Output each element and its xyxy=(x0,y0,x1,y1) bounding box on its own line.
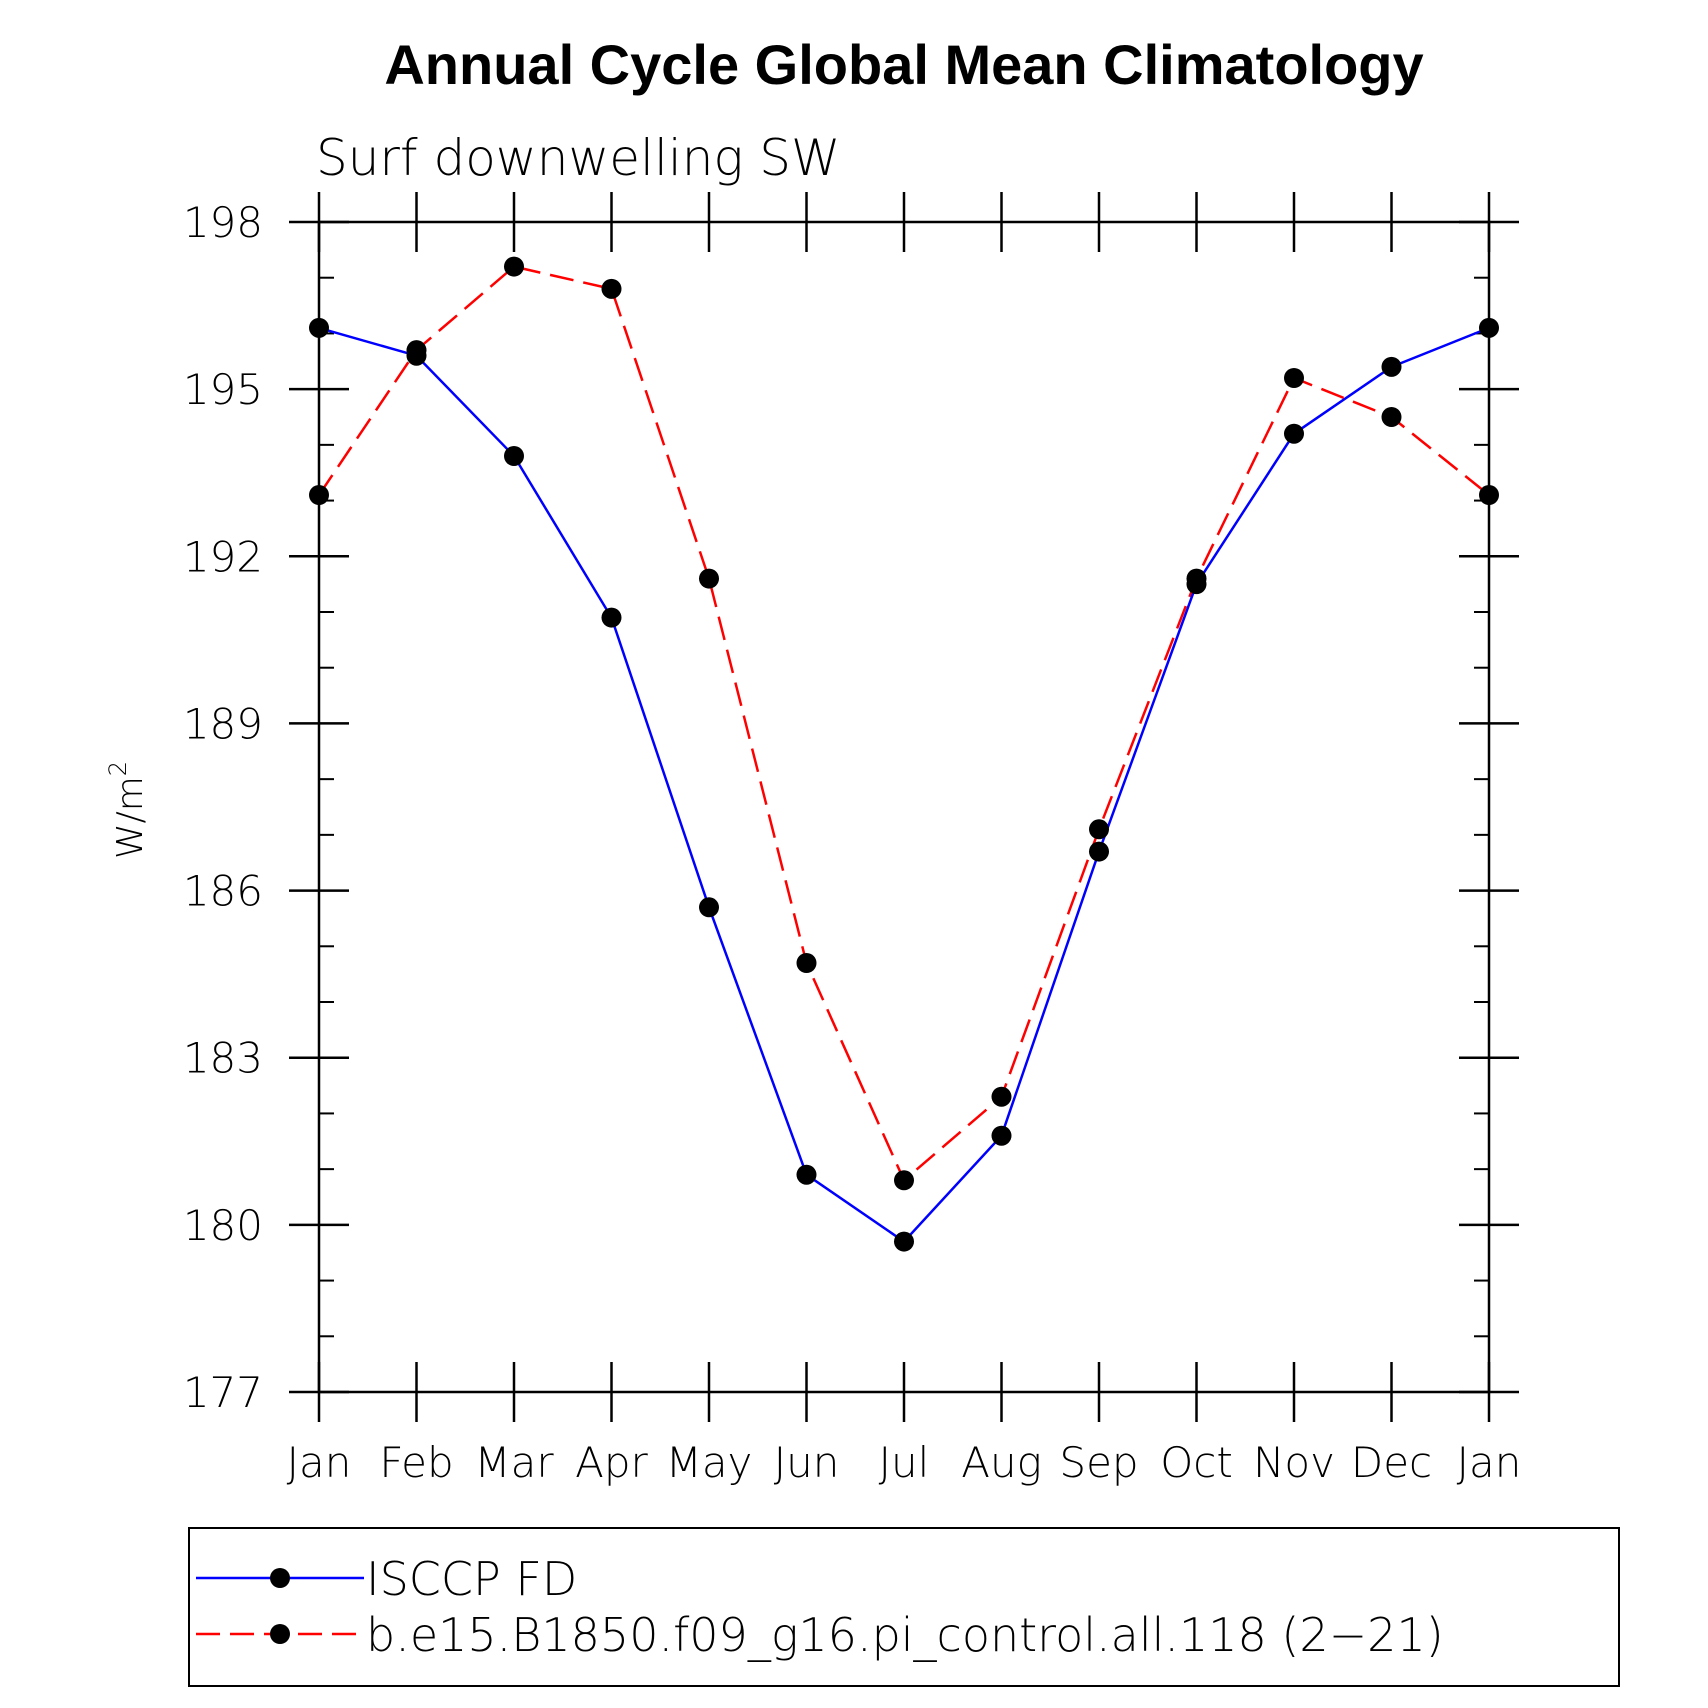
y-tick-label: 183 xyxy=(183,1034,263,1083)
x-tick-label: Jan xyxy=(287,1438,352,1487)
data-point xyxy=(1186,568,1207,589)
data-point xyxy=(796,953,817,973)
y-tick-label: 186 xyxy=(183,867,263,916)
legend: ISCCP FDb.e15.B1850.f09_g16.pi_control.a… xyxy=(196,1552,1444,1662)
x-tick-label: Oct xyxy=(1160,1438,1233,1487)
x-tick-label: Jan xyxy=(1457,1438,1522,1487)
y-tick-label: 198 xyxy=(183,198,263,247)
chart-subtitle: Surf downwelling SW xyxy=(316,129,841,187)
legend-marker xyxy=(270,1568,290,1588)
x-tick-label: Sep xyxy=(1059,1438,1138,1487)
x-tick-label: Dec xyxy=(1351,1438,1432,1487)
x-tick-label: Aug xyxy=(961,1438,1042,1487)
x-tick-label: Mar xyxy=(474,1438,554,1487)
legend-label: b.e15.B1850.f09_g16.pi_control.all.118 (… xyxy=(366,1608,1444,1662)
series-layer xyxy=(309,256,1499,1252)
x-tick-label: Nov xyxy=(1253,1438,1335,1487)
svg-text:W/m2: W/m2 xyxy=(104,761,151,859)
legend-marker xyxy=(270,1624,290,1644)
plot-frame xyxy=(317,220,1491,1394)
y-tick-label: 192 xyxy=(183,532,263,581)
data-point xyxy=(991,1125,1012,1146)
data-point xyxy=(1089,841,1109,862)
legend-box xyxy=(188,1527,1620,1687)
series-line xyxy=(318,326,1490,1244)
axis-ticks xyxy=(289,192,1519,1422)
data-point xyxy=(1479,317,1499,338)
data-point xyxy=(699,568,719,589)
data-point xyxy=(894,1170,914,1191)
y-tick-labels: 177 180 183 186 189 192 195 198 xyxy=(183,198,263,1417)
y-axis-label: W/m2 xyxy=(104,761,151,859)
data-point xyxy=(1284,423,1304,444)
x-tick-label: Jun xyxy=(774,1438,840,1487)
legend-label: ISCCP FD xyxy=(366,1552,577,1606)
chart-title: Annual Cycle Global Mean Climatology xyxy=(384,33,1423,96)
x-tick-label: May xyxy=(666,1438,753,1487)
data-point xyxy=(309,485,329,505)
data-point xyxy=(601,278,622,299)
data-point xyxy=(406,340,427,361)
data-point xyxy=(1089,819,1109,840)
y-axis-label-text: W/m xyxy=(110,776,151,859)
data-point xyxy=(601,607,622,628)
data-point xyxy=(1284,368,1304,388)
x-tick-label: Jul xyxy=(879,1438,930,1487)
data-point xyxy=(894,1231,914,1252)
data-point xyxy=(1479,485,1499,505)
y-tick-label: 189 xyxy=(183,699,263,748)
x-tick-label: Apr xyxy=(575,1438,648,1487)
data-point xyxy=(504,256,524,277)
data-point xyxy=(1381,407,1402,427)
y-tick-label: 180 xyxy=(183,1201,263,1250)
y-tick-label: 177 xyxy=(183,1368,263,1417)
data-point xyxy=(991,1086,1012,1107)
data-point xyxy=(699,897,719,918)
data-point xyxy=(309,317,329,338)
y-tick-label: 195 xyxy=(183,365,263,414)
data-point xyxy=(796,1164,817,1185)
data-point xyxy=(1381,356,1402,377)
x-tick-labels: Jan Feb Mar Apr May Jun Jul Aug Sep Oct Nov Dec Jan xyxy=(287,1438,1522,1487)
y-axis-label-superscript: 2 xyxy=(104,761,132,776)
series-line xyxy=(317,265,1490,1183)
data-point xyxy=(504,446,524,466)
x-tick-label: Feb xyxy=(379,1438,453,1487)
